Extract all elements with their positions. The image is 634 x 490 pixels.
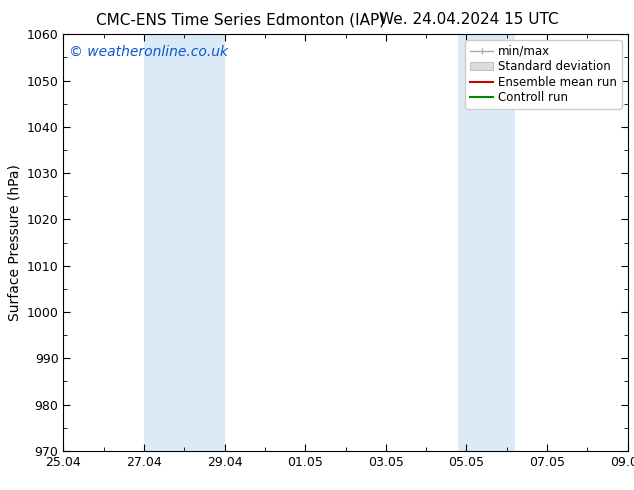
Bar xyxy=(144,34,224,451)
Text: We. 24.04.2024 15 UTC: We. 24.04.2024 15 UTC xyxy=(379,12,559,27)
Y-axis label: Surface Pressure (hPa): Surface Pressure (hPa) xyxy=(7,164,21,321)
Legend: min/max, Standard deviation, Ensemble mean run, Controll run: min/max, Standard deviation, Ensemble me… xyxy=(465,40,622,109)
Text: CMC-ENS Time Series Edmonton (IAP): CMC-ENS Time Series Edmonton (IAP) xyxy=(96,12,385,27)
Text: © weatheronline.co.uk: © weatheronline.co.uk xyxy=(69,45,228,59)
Bar xyxy=(458,34,515,451)
